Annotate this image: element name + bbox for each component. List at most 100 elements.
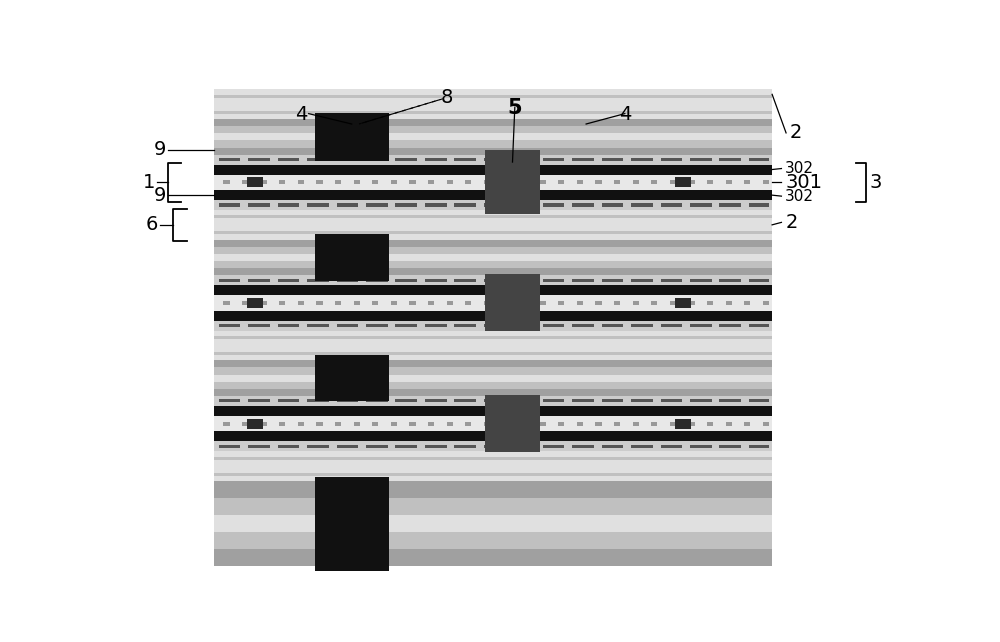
Bar bbox=[366, 445, 388, 448]
Bar bbox=[366, 399, 388, 403]
Bar bbox=[395, 158, 417, 161]
Bar bbox=[763, 422, 769, 426]
Bar bbox=[577, 180, 583, 184]
Bar bbox=[279, 422, 285, 426]
Bar bbox=[278, 445, 299, 448]
Bar bbox=[631, 324, 653, 327]
Bar bbox=[502, 180, 509, 184]
Bar bbox=[675, 177, 691, 187]
Bar bbox=[214, 374, 772, 381]
Bar bbox=[690, 279, 712, 282]
Bar bbox=[278, 158, 299, 161]
Text: 302: 302 bbox=[785, 161, 814, 176]
Bar bbox=[688, 180, 695, 184]
Bar bbox=[707, 180, 713, 184]
Bar bbox=[572, 158, 594, 161]
Bar bbox=[447, 422, 453, 426]
Bar bbox=[214, 321, 772, 331]
Bar bbox=[484, 422, 490, 426]
Bar bbox=[633, 422, 639, 426]
Bar bbox=[242, 180, 248, 184]
Bar bbox=[577, 301, 583, 305]
Bar bbox=[223, 422, 230, 426]
Bar bbox=[214, 148, 772, 155]
Bar bbox=[307, 399, 329, 403]
Bar bbox=[214, 239, 772, 247]
Bar bbox=[261, 180, 267, 184]
Bar bbox=[337, 399, 358, 403]
Bar bbox=[214, 215, 772, 218]
Bar bbox=[447, 180, 453, 184]
Bar bbox=[763, 180, 769, 184]
Bar bbox=[242, 301, 248, 305]
Text: 4: 4 bbox=[619, 105, 631, 124]
Bar bbox=[521, 301, 527, 305]
Bar bbox=[366, 324, 388, 327]
Bar bbox=[719, 445, 741, 448]
Bar bbox=[744, 301, 750, 305]
Bar bbox=[484, 301, 490, 305]
Bar bbox=[214, 200, 772, 210]
Bar bbox=[661, 399, 682, 403]
Bar bbox=[214, 441, 772, 451]
Bar bbox=[214, 134, 772, 141]
Bar bbox=[247, 298, 263, 308]
Bar bbox=[726, 422, 732, 426]
Bar bbox=[749, 158, 769, 161]
Bar bbox=[248, 158, 270, 161]
Bar bbox=[214, 456, 772, 460]
Bar bbox=[484, 204, 506, 207]
Bar bbox=[395, 445, 417, 448]
Bar bbox=[543, 279, 564, 282]
Bar bbox=[521, 180, 527, 184]
Bar bbox=[391, 422, 397, 426]
Bar bbox=[513, 445, 535, 448]
Text: 1: 1 bbox=[143, 173, 155, 192]
Bar bbox=[719, 399, 741, 403]
Bar bbox=[223, 180, 230, 184]
Bar bbox=[214, 231, 772, 234]
Bar bbox=[315, 355, 388, 401]
Bar bbox=[214, 111, 772, 114]
Bar bbox=[316, 301, 323, 305]
Bar bbox=[219, 324, 240, 327]
Bar bbox=[214, 352, 772, 355]
Bar bbox=[214, 254, 772, 261]
Bar bbox=[214, 95, 772, 98]
Bar bbox=[577, 422, 583, 426]
Bar bbox=[454, 445, 476, 448]
Bar bbox=[749, 445, 769, 448]
Bar bbox=[391, 301, 397, 305]
Bar bbox=[521, 422, 527, 426]
Bar bbox=[247, 177, 263, 187]
Bar bbox=[631, 279, 653, 282]
Bar bbox=[690, 204, 712, 207]
Text: 5: 5 bbox=[508, 98, 522, 118]
Bar bbox=[372, 301, 378, 305]
Bar bbox=[214, 331, 772, 360]
Bar bbox=[214, 175, 772, 190]
Bar bbox=[540, 422, 546, 426]
Bar bbox=[602, 204, 623, 207]
Bar bbox=[248, 399, 270, 403]
Bar bbox=[595, 422, 602, 426]
Bar bbox=[726, 301, 732, 305]
Bar bbox=[298, 301, 304, 305]
Bar bbox=[707, 422, 713, 426]
Bar bbox=[214, 451, 772, 481]
Bar bbox=[543, 445, 564, 448]
Bar bbox=[248, 324, 270, 327]
Bar bbox=[447, 301, 453, 305]
Text: 2: 2 bbox=[785, 213, 798, 232]
Bar bbox=[335, 301, 341, 305]
Bar bbox=[614, 180, 620, 184]
Bar bbox=[543, 324, 564, 327]
Bar bbox=[307, 158, 329, 161]
Bar bbox=[454, 279, 476, 282]
Bar bbox=[690, 445, 712, 448]
Bar bbox=[395, 324, 417, 327]
Bar bbox=[670, 180, 676, 184]
Bar bbox=[278, 279, 299, 282]
Bar bbox=[661, 279, 682, 282]
Bar bbox=[214, 515, 772, 532]
